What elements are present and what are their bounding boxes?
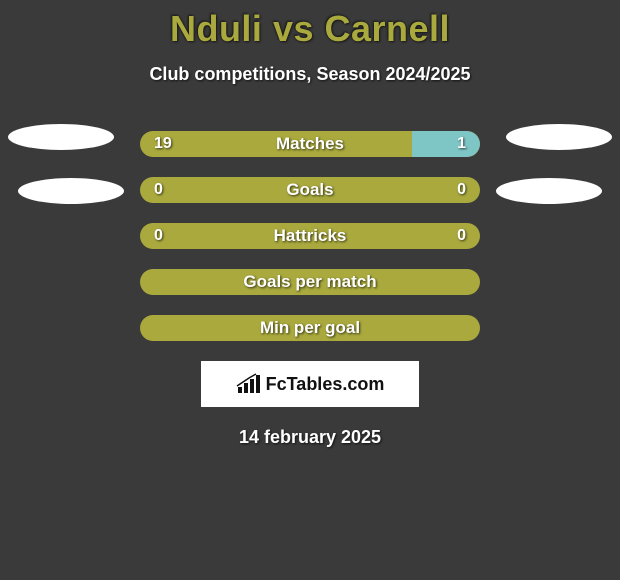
subtitle: Club competitions, Season 2024/2025 — [0, 64, 620, 85]
stat-row-matches: 19 Matches 1 — [140, 131, 480, 157]
stat-row-goals: 0 Goals 0 — [140, 177, 480, 203]
stat-label: Matches — [140, 131, 480, 157]
stat-row-hattricks: 0 Hattricks 0 — [140, 223, 480, 249]
player-right-ellipse-1 — [506, 124, 612, 150]
page-title: Nduli vs Carnell — [0, 0, 620, 50]
player-left-ellipse-2 — [18, 178, 124, 204]
brand-box: FcTables.com — [201, 361, 419, 407]
stat-right-value: 1 — [457, 131, 466, 157]
comparison-infographic: Nduli vs Carnell Club competitions, Seas… — [0, 0, 620, 580]
stat-row-min-per-goal: Min per goal — [140, 315, 480, 341]
stat-row-goals-per-match: Goals per match — [140, 269, 480, 295]
stat-label: Goals — [140, 177, 480, 203]
stat-right-value: 0 — [457, 223, 466, 249]
brand-text: FcTables.com — [266, 374, 385, 395]
player-right-ellipse-2 — [496, 178, 602, 204]
stat-label: Goals per match — [140, 269, 480, 295]
date-text: 14 february 2025 — [0, 427, 620, 448]
stat-right-value: 0 — [457, 177, 466, 203]
brand-inner: FcTables.com — [236, 373, 385, 395]
bar-chart-icon — [236, 373, 262, 395]
player-left-ellipse-1 — [8, 124, 114, 150]
stat-label: Min per goal — [140, 315, 480, 341]
stats-list: 19 Matches 1 0 Goals 0 0 Hattricks 0 Goa… — [0, 131, 620, 341]
stat-label: Hattricks — [140, 223, 480, 249]
